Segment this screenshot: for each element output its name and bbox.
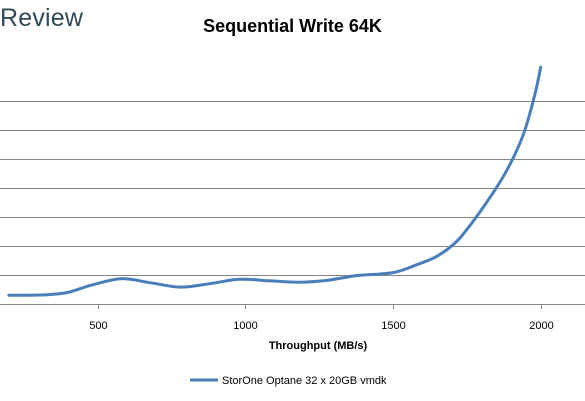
x-tick-label: 1500 [381, 320, 405, 332]
chart-title: Sequential Write 64K [203, 16, 382, 36]
series-line [7, 65, 543, 297]
legend-label: StorOne Optane 32 x 20GB vmdk [222, 375, 387, 387]
review-logo: Review [0, 4, 84, 32]
x-axis-title: Throughput (MB/s) [269, 340, 368, 352]
x-axis-ticks: 500 1000 1500 2000 [89, 304, 554, 332]
gridlines [0, 101, 585, 276]
legend: StorOne Optane 32 x 20GB vmdk [190, 375, 387, 387]
x-tick-label: 500 [89, 320, 107, 332]
x-tick-label: 1000 [233, 320, 257, 332]
x-tick-label: 2000 [529, 320, 553, 332]
